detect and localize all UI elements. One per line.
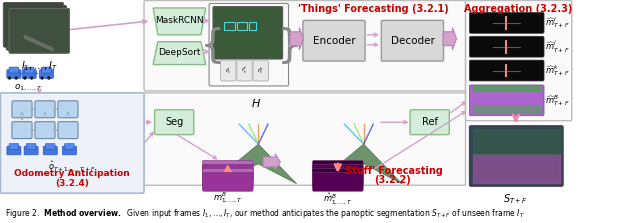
- FancyBboxPatch shape: [1, 93, 144, 193]
- Polygon shape: [316, 144, 402, 184]
- FancyBboxPatch shape: [469, 12, 544, 33]
- FancyBboxPatch shape: [381, 20, 444, 61]
- FancyBboxPatch shape: [312, 164, 363, 183]
- FancyBboxPatch shape: [312, 168, 363, 187]
- FancyBboxPatch shape: [469, 36, 544, 57]
- Text: $\widehat{m}^i_{T+F}$: $\widehat{m}^i_{T+F}$: [545, 15, 570, 30]
- FancyBboxPatch shape: [7, 70, 21, 78]
- FancyBboxPatch shape: [35, 101, 55, 118]
- FancyBboxPatch shape: [202, 164, 253, 183]
- Circle shape: [30, 76, 33, 79]
- FancyBboxPatch shape: [209, 4, 289, 86]
- Text: $r^t_t$: $r^t_t$: [241, 65, 248, 76]
- Polygon shape: [263, 154, 280, 170]
- FancyBboxPatch shape: [62, 146, 76, 155]
- Text: $H$: $H$: [252, 97, 262, 109]
- Text: $\hat{m}^B_{1,\ldots,T}$: $\hat{m}^B_{1,\ldots,T}$: [323, 191, 353, 206]
- Text: $o_{1,\ldots,T}$: $o_{1,\ldots,T}$: [15, 83, 43, 93]
- FancyBboxPatch shape: [253, 60, 268, 81]
- Text: $r^i_t$: $r^i_t$: [225, 65, 232, 76]
- FancyBboxPatch shape: [9, 8, 69, 53]
- FancyBboxPatch shape: [6, 6, 67, 50]
- Bar: [224, 22, 236, 30]
- FancyBboxPatch shape: [202, 172, 253, 191]
- Text: $S_{T+F}$: $S_{T+F}$: [504, 192, 528, 206]
- Text: Encoder: Encoder: [313, 36, 355, 46]
- Circle shape: [8, 76, 11, 79]
- Circle shape: [41, 76, 44, 79]
- FancyBboxPatch shape: [237, 60, 252, 81]
- FancyBboxPatch shape: [303, 20, 365, 61]
- FancyBboxPatch shape: [312, 161, 363, 179]
- FancyBboxPatch shape: [9, 67, 19, 73]
- FancyBboxPatch shape: [221, 60, 236, 81]
- Text: $\widehat{m}^B_{T+F}$: $\widehat{m}^B_{T+F}$: [545, 93, 570, 108]
- FancyBboxPatch shape: [65, 144, 74, 149]
- FancyBboxPatch shape: [410, 110, 449, 135]
- Circle shape: [47, 76, 51, 79]
- FancyBboxPatch shape: [213, 6, 283, 59]
- Text: $\hat{o}_{T+1,\ldots,T+F}$: $\hat{o}_{T+1,\ldots,T+F}$: [48, 159, 96, 173]
- Text: {: {: [201, 26, 224, 64]
- FancyBboxPatch shape: [144, 0, 465, 91]
- FancyBboxPatch shape: [58, 122, 78, 138]
- FancyBboxPatch shape: [312, 172, 363, 191]
- Text: 'Stuff' Forecasting: 'Stuff' Forecasting: [342, 166, 443, 176]
- FancyBboxPatch shape: [3, 2, 63, 47]
- FancyBboxPatch shape: [202, 168, 253, 187]
- Text: $r^k_t$: $r^k_t$: [257, 65, 264, 76]
- FancyBboxPatch shape: [26, 144, 36, 149]
- FancyBboxPatch shape: [154, 110, 194, 135]
- FancyBboxPatch shape: [22, 70, 36, 78]
- FancyBboxPatch shape: [469, 60, 544, 81]
- Text: Seg: Seg: [165, 117, 183, 127]
- Polygon shape: [211, 144, 297, 184]
- Text: $\widehat{m}^k_{T+F}$: $\widehat{m}^k_{T+F}$: [545, 63, 570, 78]
- FancyBboxPatch shape: [12, 101, 32, 118]
- FancyBboxPatch shape: [469, 85, 544, 116]
- Text: $I_1, \ldots, I_T$: $I_1, \ldots, I_T$: [21, 60, 58, 73]
- Text: Aggregation (3.2.3): Aggregation (3.2.3): [465, 4, 573, 14]
- Text: MaskRCNN: MaskRCNN: [155, 16, 204, 25]
- Text: (3.2.2): (3.2.2): [374, 175, 411, 185]
- Circle shape: [15, 76, 18, 79]
- Text: Ref: Ref: [422, 117, 438, 127]
- FancyBboxPatch shape: [7, 146, 21, 155]
- Text: Odometry Anticipation: Odometry Anticipation: [14, 169, 130, 178]
- Polygon shape: [153, 8, 205, 35]
- FancyBboxPatch shape: [465, 0, 572, 121]
- Text: (3.2.4): (3.2.4): [55, 179, 89, 188]
- FancyBboxPatch shape: [12, 122, 32, 138]
- FancyBboxPatch shape: [45, 144, 55, 149]
- FancyBboxPatch shape: [202, 161, 253, 179]
- FancyBboxPatch shape: [40, 70, 53, 78]
- FancyBboxPatch shape: [35, 122, 55, 138]
- Text: Decoder: Decoder: [390, 36, 435, 46]
- FancyBboxPatch shape: [44, 146, 57, 155]
- Bar: [249, 22, 257, 30]
- Text: }: }: [277, 26, 301, 64]
- Polygon shape: [153, 42, 205, 65]
- FancyBboxPatch shape: [24, 146, 38, 155]
- Polygon shape: [290, 28, 303, 50]
- FancyBboxPatch shape: [42, 67, 51, 73]
- FancyBboxPatch shape: [144, 93, 465, 185]
- Bar: [237, 22, 247, 30]
- FancyBboxPatch shape: [9, 8, 69, 53]
- FancyBboxPatch shape: [24, 67, 34, 73]
- Text: $m^B_{1,\ldots,T}$: $m^B_{1,\ldots,T}$: [213, 191, 243, 205]
- Polygon shape: [443, 28, 456, 50]
- FancyBboxPatch shape: [469, 126, 563, 186]
- Text: 'Things' Forecasting (3.2.1): 'Things' Forecasting (3.2.1): [298, 4, 449, 14]
- FancyBboxPatch shape: [9, 144, 19, 149]
- Text: $\widehat{m}^j_{T+F}$: $\widehat{m}^j_{T+F}$: [545, 39, 570, 55]
- Text: Figure 2.  $\mathbf{Method\ overview.}$  Given input frames $I_1, \ldots, I_T$, : Figure 2. $\mathbf{Method\ overview.}$ G…: [4, 207, 524, 220]
- FancyBboxPatch shape: [58, 101, 78, 118]
- Text: DeepSort: DeepSort: [157, 48, 200, 57]
- Circle shape: [24, 76, 26, 79]
